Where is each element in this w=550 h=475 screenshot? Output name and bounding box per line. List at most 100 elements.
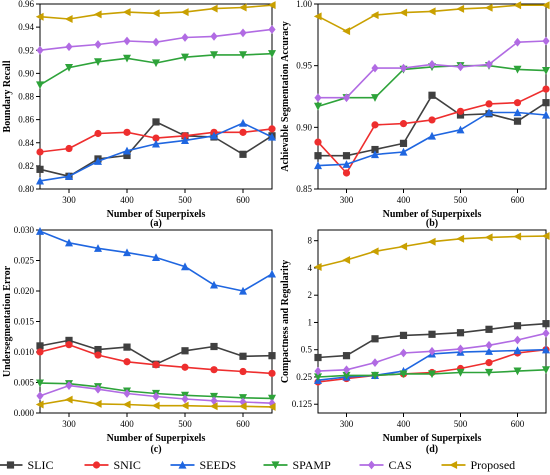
data-point-proposed <box>313 262 322 271</box>
data-point-slic <box>65 336 73 345</box>
data-point-proposed <box>427 237 436 246</box>
x-tick-label: 400 <box>397 419 411 429</box>
data-point-spamp <box>210 51 218 60</box>
data-point-snic <box>428 116 436 124</box>
data-point-cas <box>428 60 436 69</box>
data-point-snic <box>513 99 522 107</box>
data-point-proposed <box>513 232 522 241</box>
y-tick-label: 0.005 <box>14 378 35 388</box>
series-cas <box>36 25 276 55</box>
series-slic <box>314 320 550 362</box>
chart-caption: (a) <box>150 218 162 229</box>
data-point-proposed <box>342 27 351 36</box>
legend-marker-seeds <box>178 460 187 469</box>
series-spamp <box>36 50 276 90</box>
y-tick-label: 0.86 <box>18 115 34 125</box>
data-point-proposed <box>541 1 550 10</box>
data-point-seeds <box>399 147 408 156</box>
y-tick-label: 0.5 <box>301 345 313 355</box>
data-point-slic <box>428 91 436 99</box>
data-point-snic <box>239 367 247 376</box>
y-axis-label: Achievable Segmentation Accuracy <box>280 21 291 172</box>
data-point-spamp <box>152 59 160 68</box>
data-point-proposed <box>456 4 465 13</box>
data-point-snic <box>542 85 550 93</box>
data-point-slic <box>36 165 44 173</box>
legend-label: Proposed <box>471 458 516 472</box>
data-point-seeds <box>36 176 44 185</box>
data-point-cas <box>181 394 189 404</box>
data-point-seeds <box>65 172 73 180</box>
data-point-seeds <box>123 248 131 257</box>
data-point-snic <box>181 363 189 371</box>
data-point-proposed <box>93 10 102 19</box>
data-point-proposed <box>122 8 131 17</box>
y-tick-label: 0.90 <box>18 68 34 78</box>
y-tick-label: 0.95 <box>296 61 312 71</box>
x-tick-label: 400 <box>120 195 134 205</box>
series-line-snic <box>39 343 273 375</box>
data-point-cas <box>513 37 522 47</box>
data-point-spamp <box>268 50 276 58</box>
data-point-spamp <box>239 51 247 60</box>
data-point-spamp <box>399 370 408 379</box>
legend-marker-snic <box>92 461 101 469</box>
data-point-slic <box>371 335 379 343</box>
data-point-snic <box>268 369 276 377</box>
series-snic <box>36 341 276 377</box>
data-point-proposed <box>122 400 131 409</box>
data-point-slic <box>268 352 276 360</box>
chart-3: 300 400 500 600 0.125 0.25 0.5 1 2 4 8 Number of Su… <box>280 229 550 455</box>
x-tick-label: 300 <box>62 419 76 429</box>
data-point-proposed <box>180 401 189 410</box>
data-point-cas <box>210 396 218 406</box>
data-point-cas <box>210 31 218 41</box>
data-point-snic <box>456 107 465 115</box>
data-point-spamp <box>371 371 379 380</box>
data-point-slic <box>181 347 189 355</box>
data-point-seeds <box>513 346 522 355</box>
data-point-snic <box>314 138 322 146</box>
data-point-cas <box>513 335 522 345</box>
x-tick-label: 600 <box>511 195 525 205</box>
data-point-snic <box>485 100 493 108</box>
data-point-snic <box>342 169 351 177</box>
data-point-proposed <box>427 7 436 16</box>
data-point-snic <box>94 129 102 138</box>
data-point-seeds <box>123 146 131 155</box>
data-point-proposed <box>267 402 276 411</box>
y-tick-label: 0.82 <box>18 161 34 171</box>
data-point-proposed <box>399 242 408 251</box>
series-line-spamp <box>39 52 273 86</box>
data-point-cas <box>65 42 73 52</box>
y-tick-label: 1 <box>308 317 313 327</box>
data-point-seeds <box>542 110 550 119</box>
series-snic <box>36 125 276 156</box>
data-point-cas <box>36 45 44 55</box>
data-point-proposed <box>370 11 379 20</box>
series-line-slic <box>39 121 273 178</box>
y-tick-label: 0.92 <box>18 45 34 55</box>
series-proposed <box>35 395 276 411</box>
series-line-seeds <box>39 230 273 292</box>
data-point-proposed <box>209 4 218 13</box>
y-tick-label: 0.80 <box>18 184 34 194</box>
legend-item-seeds: SEEDS <box>170 458 236 472</box>
data-point-snic <box>94 351 102 359</box>
data-point-cas <box>485 340 493 350</box>
series-proposed <box>313 232 550 271</box>
x-tick-label: 300 <box>62 195 76 205</box>
data-point-seeds <box>342 160 351 168</box>
y-tick-label: 0.88 <box>18 92 34 102</box>
series-proposed <box>313 1 550 36</box>
data-point-snic <box>268 125 276 133</box>
data-point-slic <box>314 152 322 160</box>
chart-1: 300 400 500 600 0.85 0.90 0.95 1.00 Number of Su… <box>280 0 550 229</box>
data-point-slic <box>94 345 102 354</box>
data-point-snic <box>123 358 131 366</box>
series-line-spamp <box>317 64 547 108</box>
data-point-spamp <box>268 394 276 403</box>
y-tick-label: 0.25 <box>296 372 312 382</box>
data-point-spamp <box>65 63 73 72</box>
